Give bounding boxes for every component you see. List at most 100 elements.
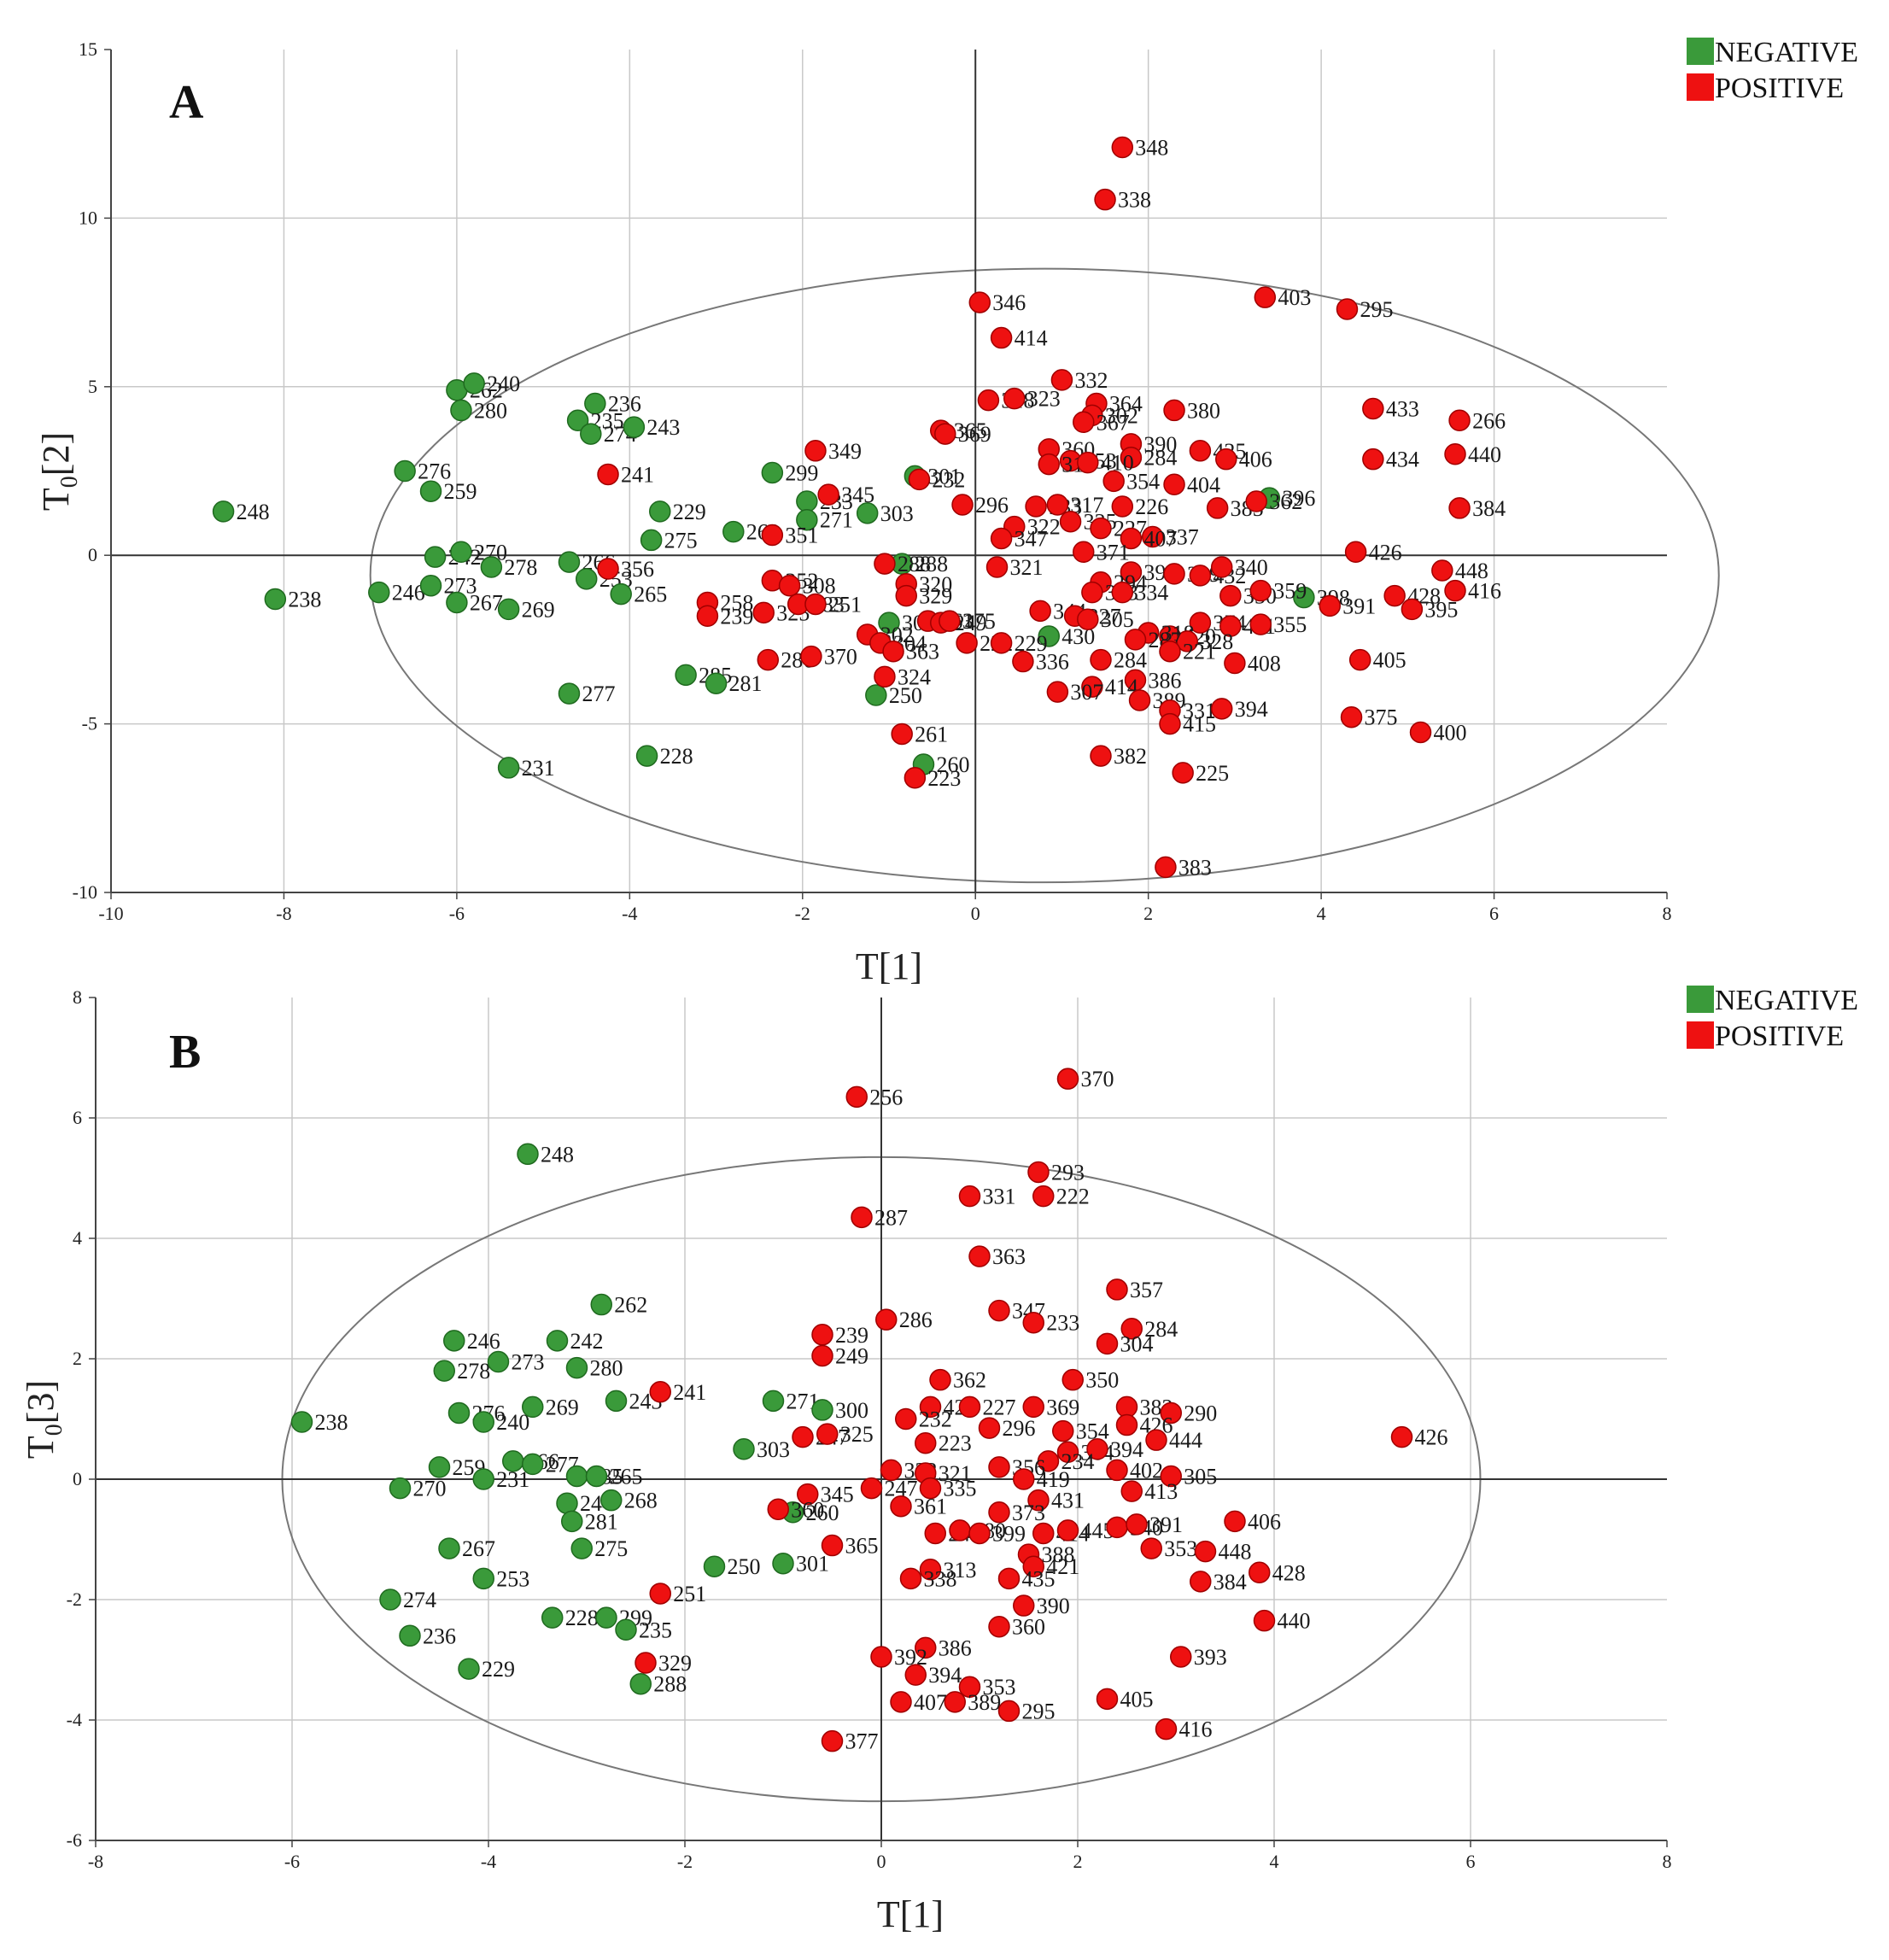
panel-a-ellipse — [369, 267, 1720, 884]
panel-a-point-negative — [584, 392, 606, 415]
panel-b-point-positive — [915, 1636, 937, 1659]
panel-b-point-label: 399 — [992, 1521, 1026, 1546]
panel-a-point-label: 261 — [915, 722, 948, 746]
panel-b-point-label: 300 — [835, 1398, 868, 1423]
panel-b-y-axis-label-sub: 0 — [41, 1424, 67, 1436]
panel-a-point-label: 331 — [1183, 699, 1216, 723]
panel-b-point-label: 290 — [1184, 1401, 1217, 1425]
panel-b-x-axis-label: T[1] — [877, 1893, 944, 1935]
panel-a-y-tick-label: 0 — [88, 544, 97, 565]
panel-b-point-label: 235 — [639, 1618, 672, 1642]
panel-b-point-positive — [1056, 1441, 1079, 1464]
panel-b-point-positive — [1056, 1068, 1079, 1090]
panel-a-point-label: 448 — [1455, 559, 1488, 583]
panel-b-point-label: 428 — [1272, 1560, 1306, 1585]
panel-a-point-label: 334 — [1135, 581, 1168, 606]
panel-a-point-label: 323 — [1027, 387, 1061, 412]
panel-a-point-positive — [895, 584, 917, 607]
panel-b-point-negative — [733, 1438, 755, 1460]
panel-a-point-label: 367 — [1097, 410, 1130, 435]
panel-b-point-label: 288 — [653, 1672, 687, 1697]
panel-b-point-label: 262 — [614, 1293, 647, 1318]
panel-b-point-negative — [522, 1453, 544, 1476]
panel-b-point-label: 248 — [541, 1142, 574, 1167]
panel-a-point-positive — [1219, 615, 1242, 637]
panel-a-point-label: 395 — [1424, 597, 1458, 622]
panel-a-point-positive — [1444, 579, 1466, 602]
panel-a-point-positive — [1189, 611, 1212, 634]
panel-b-point-label: 227 — [983, 1395, 1016, 1419]
panel-b-point-positive — [1120, 1318, 1143, 1340]
panel-b-point-positive — [1155, 1717, 1178, 1741]
panel-b-x-tick-label: -6 — [284, 1851, 300, 1872]
panel-a-point-positive — [990, 326, 1013, 349]
panel-a-x-axis-label: T[1] — [856, 945, 922, 987]
panel-b-x-tick-label: -8 — [88, 1851, 103, 1872]
panel-a-point-label: 288 — [898, 552, 931, 576]
panel-a-point-label: 336 — [1036, 650, 1069, 675]
panel-b-point-label: 242 — [570, 1329, 604, 1354]
panel-a-point-negative — [446, 591, 468, 614]
panel-b-point-positive — [1106, 1278, 1128, 1301]
panel-b-point-positive — [895, 1407, 917, 1431]
panel-a-point-positive — [752, 601, 775, 624]
panel-b-point-label: 265 — [610, 1464, 643, 1489]
panel-a-x-tick-label: -10 — [98, 903, 123, 924]
panel-a-point-positive — [1210, 556, 1233, 578]
panel-a-point-label: 416 — [1468, 579, 1501, 604]
panel-b-point-label: 393 — [1194, 1645, 1227, 1670]
panel-b-point-positive — [1120, 1480, 1143, 1502]
panel-a-point-positive — [1448, 497, 1471, 519]
panel-b-point-label: 270 — [413, 1477, 447, 1501]
panel-a-point-negative — [558, 682, 581, 705]
panel-a-point-positive — [1245, 490, 1267, 512]
panel-b-point-positive — [988, 1501, 1010, 1524]
panel-b-point-negative — [565, 1465, 588, 1488]
panel-b-point-positive — [944, 1691, 966, 1713]
panel-a-point-positive — [977, 389, 1000, 412]
panel-a-point-positive — [891, 723, 913, 746]
panel-a-point-negative — [610, 582, 632, 606]
panel-a-point-positive — [597, 463, 619, 486]
panel-a-point-label: 355 — [1273, 612, 1307, 637]
panel-a-point-positive — [1090, 517, 1112, 540]
panel-b-point-negative — [570, 1537, 593, 1559]
panel-a-point-positive — [1111, 136, 1134, 159]
panel-b-point-label: 440 — [1278, 1609, 1311, 1634]
panel-a-point-label: 324 — [898, 664, 931, 689]
panel-b-point-positive — [797, 1483, 819, 1506]
panel-a-point-positive — [1340, 705, 1363, 728]
panel-a-point-label: 380 — [1187, 398, 1220, 423]
panel-a-point-label: 277 — [582, 682, 615, 706]
panel-b-point-negative — [443, 1330, 465, 1352]
panel-b-point-label: 353 — [1164, 1536, 1197, 1561]
panel-a-point-positive — [1046, 681, 1069, 703]
panel-a-point-positive — [1362, 448, 1384, 471]
panel-a-point-label: 390 — [1143, 432, 1177, 457]
panel-b-point-label: 269 — [546, 1395, 579, 1419]
panel-a-y-axis-label-main: T — [35, 488, 77, 511]
panel-a-point-positive — [800, 645, 822, 668]
panel-a-point-label: 386 — [1148, 668, 1181, 693]
panel-b-point-positive — [1032, 1522, 1055, 1545]
panel-b-point-label: 228 — [565, 1606, 599, 1630]
panel-a-point-negative — [450, 541, 472, 564]
panel-b-point-positive — [919, 1477, 942, 1500]
panel-b-point-positive — [1194, 1540, 1217, 1563]
panel-a-point-label: 369 — [958, 422, 991, 447]
panel-b-point-positive — [649, 1381, 671, 1403]
panel-a-point-negative — [623, 416, 646, 438]
panel-a-point-positive — [1401, 598, 1424, 621]
panel-a-point-positive — [874, 553, 896, 575]
panel-a-point-label: 365 — [954, 418, 987, 443]
panel-b-point-label: 360 — [791, 1497, 824, 1522]
panel-b-point-label: 362 — [953, 1368, 986, 1393]
panel-a-point-positive — [1102, 470, 1125, 493]
panel-a-point-positive — [1176, 630, 1198, 652]
panel-a-legend-positive-swatch — [1687, 73, 1714, 101]
panel-a-point-label: 276 — [418, 459, 451, 484]
panel-a-point-negative — [635, 745, 658, 767]
panel-b-y-tick-label: 6 — [73, 1107, 82, 1128]
panel-b-y-axis-label-main: T — [20, 1436, 61, 1459]
panel-b-point-positive — [958, 1395, 981, 1419]
